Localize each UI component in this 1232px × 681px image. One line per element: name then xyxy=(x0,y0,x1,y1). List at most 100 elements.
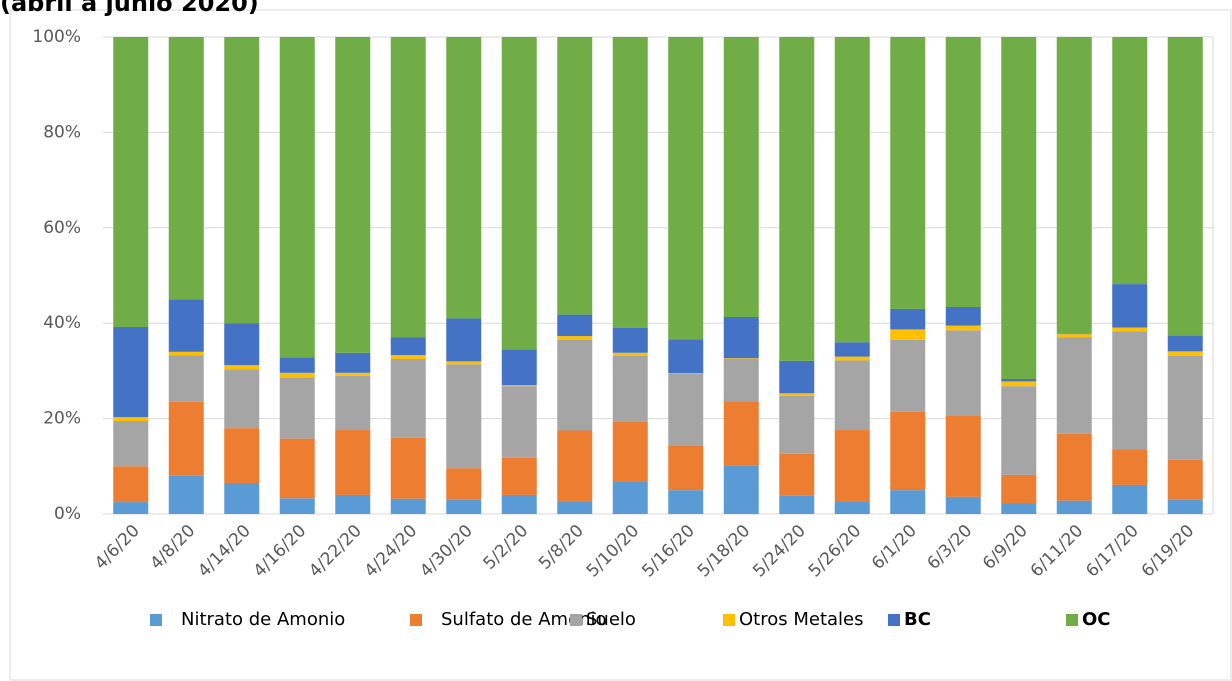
bar-segment xyxy=(890,339,926,412)
bar-segment xyxy=(168,475,204,514)
bar-segment xyxy=(723,316,759,359)
x-tick-label: 4/8/20 xyxy=(146,521,199,574)
bar-segment xyxy=(1001,503,1037,514)
bar-segment xyxy=(945,306,981,326)
bar-segment xyxy=(1167,335,1203,352)
bar-segment xyxy=(113,466,149,503)
bar-segment xyxy=(279,498,315,514)
bar-segment xyxy=(612,352,648,356)
bar-segment xyxy=(224,323,260,366)
x-tick-label: 5/18/20 xyxy=(694,521,754,581)
bar-segment xyxy=(945,37,981,307)
bar-segment xyxy=(335,372,371,376)
bar-segment xyxy=(1167,351,1203,356)
bar-segment xyxy=(446,499,482,514)
y-tick-label: 60% xyxy=(43,218,81,238)
bar-segment xyxy=(446,468,482,500)
bar-segment xyxy=(501,349,537,386)
bar-segment xyxy=(779,393,815,396)
bar-segment xyxy=(224,428,260,483)
bar-segment xyxy=(224,37,260,324)
bar-segment xyxy=(1167,499,1203,514)
bar-segment xyxy=(890,329,926,340)
legend-label: Suelo xyxy=(586,609,636,630)
bar-segment xyxy=(113,37,149,328)
bar-segment xyxy=(1112,484,1148,514)
bar-segment xyxy=(834,360,870,431)
bar-segment xyxy=(1001,381,1037,387)
x-tick-label: 4/24/20 xyxy=(361,521,421,581)
x-tick-label: 6/19/20 xyxy=(1138,521,1198,581)
bar-segment xyxy=(113,420,149,467)
bar-segment xyxy=(890,37,926,309)
x-tick-label: 5/16/20 xyxy=(638,521,698,581)
x-tick-label: 4/6/20 xyxy=(91,521,144,574)
bar-segment xyxy=(945,415,981,497)
bar-segment xyxy=(890,411,926,491)
bar-segment xyxy=(224,369,260,429)
bar-segment xyxy=(446,37,482,319)
chart-frame xyxy=(9,9,1232,681)
bar-segment xyxy=(1001,379,1037,382)
bar-segment xyxy=(668,490,704,514)
bar-segment xyxy=(723,401,759,466)
bar-segment xyxy=(335,37,371,353)
bar-segment xyxy=(279,37,315,358)
bar-segment xyxy=(279,438,315,499)
bar-segment xyxy=(723,465,759,514)
bar-segment xyxy=(890,308,926,330)
bar-segment xyxy=(390,498,426,514)
bar-segment xyxy=(612,327,648,353)
bar-segment xyxy=(779,395,815,454)
bar-segment xyxy=(612,37,648,328)
bar-segment xyxy=(668,445,704,491)
bar-segment xyxy=(612,421,648,482)
bar-segment xyxy=(279,357,315,373)
bar-segment xyxy=(723,358,759,402)
bar-segment xyxy=(390,358,426,438)
y-tick-label: 100% xyxy=(32,27,81,47)
bar-segment xyxy=(1112,449,1148,485)
bar-segment xyxy=(390,337,426,356)
bar-segment xyxy=(168,37,204,300)
bar-segment xyxy=(890,490,926,514)
x-tick-label: 4/16/20 xyxy=(250,521,310,581)
bar-segment xyxy=(1001,37,1037,380)
bar-segment xyxy=(1056,37,1092,334)
bar-segment xyxy=(557,430,593,502)
legend-label: OC xyxy=(1082,609,1111,630)
bar-segment xyxy=(224,482,260,514)
bar-segment xyxy=(668,373,704,446)
legend-label: Nitrato de Amonio xyxy=(181,609,345,630)
bar-segment xyxy=(279,377,315,439)
x-tick-label: 4/30/20 xyxy=(416,521,476,581)
bar-segment xyxy=(834,342,870,357)
bar-segment xyxy=(446,318,482,362)
bar-segment xyxy=(1056,433,1092,501)
bar-segment xyxy=(1056,500,1092,514)
legend-swatch xyxy=(723,614,735,626)
bar-segment xyxy=(168,351,204,356)
bar-segment xyxy=(557,336,593,340)
bar-segment xyxy=(335,494,371,514)
bar-segment xyxy=(501,494,537,514)
bar-segment xyxy=(335,430,371,495)
bar-segment xyxy=(335,352,371,373)
bar-segment xyxy=(113,502,149,514)
bar-segment xyxy=(834,37,870,343)
bar-segment xyxy=(390,355,426,359)
legend-swatch xyxy=(1066,614,1078,626)
x-tick-label: 4/22/20 xyxy=(305,521,365,581)
bar-segment xyxy=(1112,37,1148,285)
bar-segment xyxy=(557,339,593,431)
bar-segment xyxy=(168,299,204,352)
bar-segment xyxy=(945,330,981,416)
bar-segment xyxy=(501,385,537,387)
bar-segment xyxy=(834,501,870,514)
bar-segment xyxy=(779,453,815,496)
bar-segment xyxy=(224,365,260,370)
bar-segment xyxy=(557,37,593,315)
y-tick-label: 40% xyxy=(43,313,81,333)
bar-segment xyxy=(779,360,815,394)
bar-segment xyxy=(1001,474,1037,504)
